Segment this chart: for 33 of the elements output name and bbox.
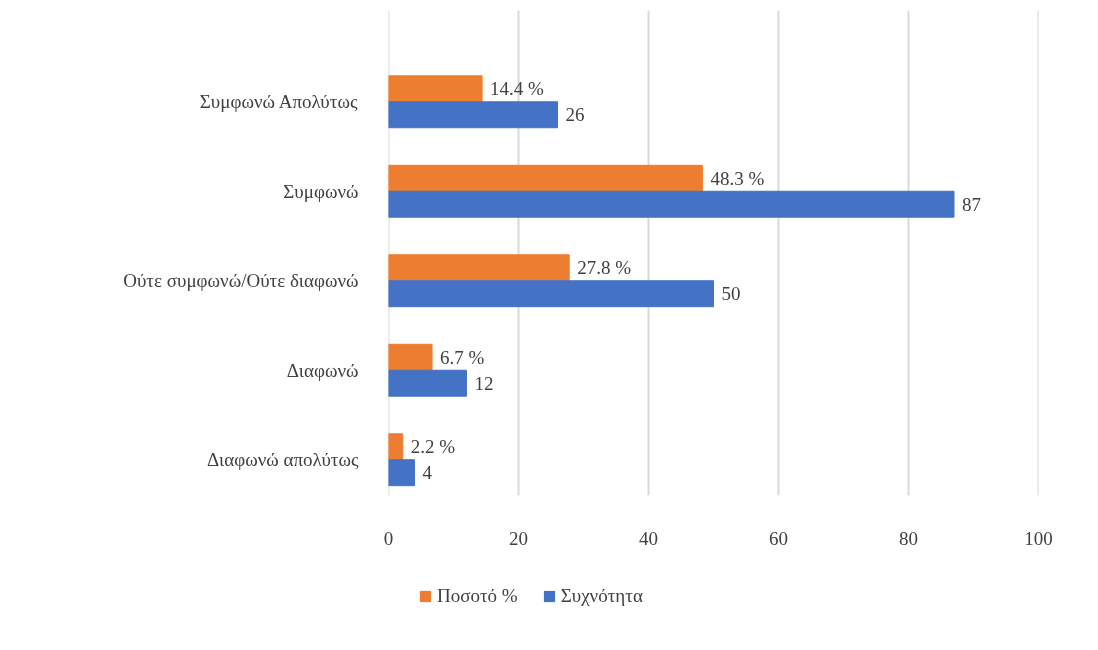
- data-label: 14.4 %: [490, 78, 545, 100]
- x-tick-label: 80: [899, 527, 918, 549]
- y-tick-label: Διαφωνώ απολύτως: [206, 449, 359, 471]
- x-tick-label: 20: [509, 527, 528, 549]
- data-label: 4: [422, 462, 433, 484]
- data-label: 50: [721, 283, 741, 305]
- legend-label: Ποσοτό %: [437, 585, 518, 607]
- bar: [388, 343, 433, 371]
- bar: [388, 164, 703, 192]
- data-label: 6.7 %: [440, 346, 485, 368]
- y-tick-label: Διαφωνώ: [286, 359, 359, 381]
- data-label: 48.3 %: [710, 167, 765, 189]
- bar: [388, 190, 955, 218]
- legend-label: Συχνότητα: [560, 585, 643, 607]
- bar: [388, 101, 558, 129]
- bar: [388, 433, 404, 461]
- y-tick-label: Ούτε συμφωνώ/Ούτε διαφωνώ: [123, 270, 359, 292]
- x-tick-label: 0: [383, 527, 394, 549]
- bar: [388, 459, 415, 487]
- y-tick-label: Συμφωνώ: [283, 180, 359, 202]
- x-tick-label: 60: [769, 527, 788, 549]
- x-tick-label: 100: [1024, 527, 1053, 549]
- data-label: 26: [565, 104, 585, 126]
- y-tick-label: Συμφωνώ Απολύτως: [199, 91, 358, 113]
- bar: [388, 280, 714, 308]
- bar: [388, 75, 483, 103]
- x-tick-label: 40: [639, 527, 658, 549]
- data-label: 87: [962, 193, 981, 215]
- data-label: 12: [474, 372, 494, 394]
- bar: [388, 369, 467, 397]
- bar: [388, 254, 570, 282]
- data-label: 27.8 %: [577, 257, 632, 279]
- data-label: 2.2 %: [410, 436, 456, 458]
